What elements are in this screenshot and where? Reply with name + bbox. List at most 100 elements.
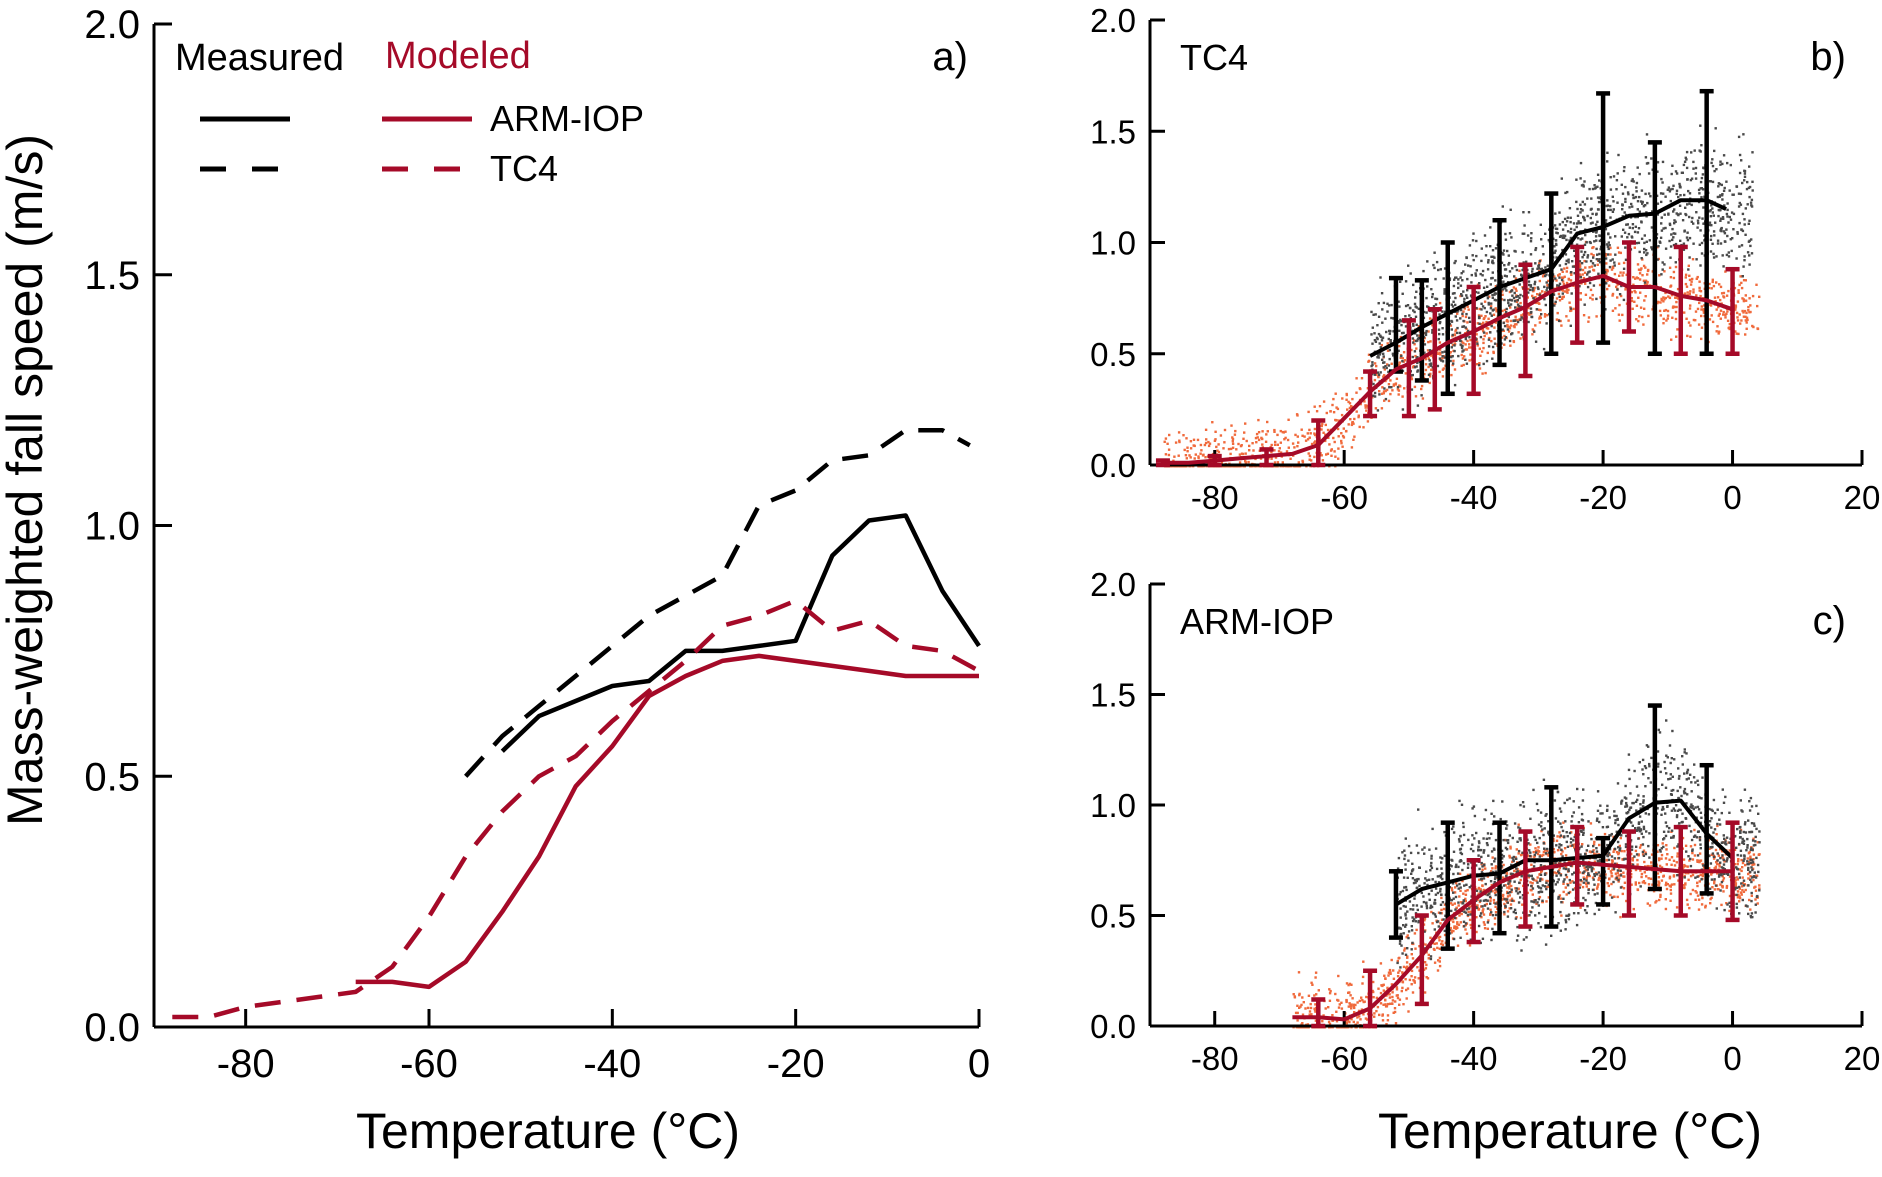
panel-c-scatter-measured-point bbox=[1583, 909, 1587, 912]
panel-c-scatter-modeled-point bbox=[1640, 875, 1643, 879]
panel-c-scatter-modeled-point bbox=[1438, 960, 1441, 963]
panel-b-scatter-modeled-point bbox=[1694, 319, 1697, 322]
panel-b-scatter-measured-point bbox=[1636, 231, 1640, 234]
panel-b-scatter-measured-point bbox=[1491, 249, 1495, 252]
panel-b-scatter-modeled-point bbox=[1465, 348, 1469, 351]
panel-c-scatter-measured-point bbox=[1670, 836, 1673, 839]
panel-c-scatter-modeled-point bbox=[1664, 907, 1668, 911]
panel-b-scatter-modeled-point bbox=[1398, 344, 1401, 348]
panel-b-scatter-modeled-point bbox=[1592, 254, 1595, 257]
panel-c-scatter-modeled-point bbox=[1404, 978, 1407, 981]
panel-c-scatter-modeled-point bbox=[1515, 848, 1518, 851]
panel-b-scatter-modeled-point bbox=[1587, 320, 1590, 323]
panel-b-scatter-measured-point bbox=[1401, 360, 1404, 363]
panel-c-scatter-modeled-point bbox=[1631, 857, 1635, 860]
panel-c-scatter-modeled-point bbox=[1494, 865, 1498, 868]
panel-b-scatter-modeled-point bbox=[1364, 406, 1367, 409]
panel-c-scatter-modeled-point bbox=[1376, 1005, 1380, 1009]
panel-b-scatter-modeled-point bbox=[1488, 336, 1491, 340]
panel-c-scatter-measured-point bbox=[1537, 904, 1540, 907]
panel-c-scatter-modeled-point bbox=[1659, 895, 1662, 898]
panel-c-scatter-modeled-point bbox=[1756, 902, 1759, 905]
panel-b-scatter-modeled-point bbox=[1624, 288, 1627, 291]
panel-c-scatter-measured-point bbox=[1519, 839, 1522, 842]
panel-b-scatter-measured-point bbox=[1526, 234, 1530, 237]
panel-c-scatter-measured-point bbox=[1559, 822, 1562, 825]
panel-b-scatter-measured-point bbox=[1501, 288, 1505, 291]
panel-c-scatter-modeled-point bbox=[1754, 885, 1757, 888]
panel-c-scatter-measured-point bbox=[1557, 820, 1560, 823]
panel-c-scatter-modeled-point bbox=[1656, 872, 1660, 875]
panel-b-scatter-measured-point bbox=[1702, 166, 1705, 169]
panel-b-scatter-modeled-point bbox=[1257, 418, 1260, 422]
panel-c-scatter-modeled-point bbox=[1338, 1003, 1341, 1006]
panel-b-scatter-modeled-point bbox=[1572, 307, 1575, 311]
panel-c-scatter-modeled-point bbox=[1464, 897, 1467, 901]
panel-c-scatter-measured-point bbox=[1439, 887, 1442, 891]
panel-b-scatter-modeled-point bbox=[1307, 410, 1310, 414]
panel-c-scatter-modeled-point bbox=[1651, 883, 1654, 886]
panel-c-scatter-measured-point bbox=[1751, 868, 1754, 872]
panel-b-scatter-modeled-point bbox=[1466, 321, 1469, 324]
panel-b-scatter-modeled-point bbox=[1380, 392, 1384, 395]
panel-c-scatter-modeled-point bbox=[1465, 932, 1469, 935]
panel-b-scatter-measured-point bbox=[1582, 216, 1586, 219]
panel-c-scatter-modeled-point bbox=[1625, 867, 1628, 871]
panel-c-scatter-modeled-point bbox=[1395, 988, 1399, 991]
panel-c-scatter-measured-point bbox=[1429, 869, 1432, 872]
panel-c-scatter-modeled-point bbox=[1385, 1005, 1389, 1008]
panel-b-scatter-modeled-point bbox=[1450, 373, 1453, 377]
panel-b-scatter-modeled-point bbox=[1276, 461, 1280, 464]
panel-b-scatter-modeled-point bbox=[1748, 297, 1751, 300]
panel-c-scatter-modeled-point bbox=[1757, 853, 1760, 856]
panel-b-scatter-measured-point bbox=[1410, 329, 1413, 332]
panel-b-scatter-measured-point bbox=[1416, 337, 1420, 341]
panel-b-scatter-measured-point bbox=[1555, 231, 1558, 234]
panel-b-scatter-modeled-point bbox=[1592, 269, 1596, 272]
panel-b-scatter-modeled-point bbox=[1518, 269, 1521, 272]
panel-b-scatter-measured-point bbox=[1687, 189, 1690, 193]
panel-b-scatter-measured-point bbox=[1373, 332, 1376, 335]
panel-b-scatter-measured-point bbox=[1699, 124, 1702, 127]
panel-b-scatter-modeled-point bbox=[1598, 283, 1602, 287]
panel-b-scatter-measured-point bbox=[1469, 294, 1473, 297]
panel-c-scatter-measured-point bbox=[1557, 870, 1560, 873]
panel-b-scatter-measured-point bbox=[1462, 325, 1466, 328]
panel-c-scatter-measured-point bbox=[1413, 878, 1417, 882]
panel-c-scatter-measured-point bbox=[1713, 878, 1716, 881]
panel-b-scatter-measured-point bbox=[1413, 350, 1417, 353]
panel-b-scatter-modeled-point bbox=[1265, 433, 1268, 436]
panel-b-scatter-modeled-point bbox=[1438, 341, 1442, 344]
panel-b-scatter-modeled-point bbox=[1639, 306, 1643, 309]
panel-b-scatter-modeled-point bbox=[1208, 442, 1212, 445]
panel-b-scatter-modeled-point bbox=[1643, 299, 1646, 302]
panel-b-scatter-measured-point bbox=[1741, 229, 1745, 233]
panel-c-scatter-measured-point bbox=[1676, 789, 1679, 793]
panel-b-scatter-measured-point bbox=[1501, 252, 1504, 255]
panel-b-scatter-measured-point bbox=[1387, 337, 1390, 341]
panel-c-scatter-modeled-point bbox=[1598, 843, 1601, 847]
panel-c-scatter-modeled-point bbox=[1491, 856, 1494, 859]
panel-b-scatter-measured-point bbox=[1668, 222, 1672, 225]
panel-b-scatter-measured-point bbox=[1722, 154, 1726, 157]
panel-c-scatter-modeled-point bbox=[1736, 890, 1740, 893]
panel-c-scatter-modeled-point bbox=[1503, 913, 1506, 916]
panel-c-scatter-measured-point bbox=[1512, 855, 1516, 859]
panel-b-scatter-modeled-point bbox=[1402, 351, 1406, 354]
panel-c-scatter-modeled-point bbox=[1390, 983, 1394, 986]
panel-c-scatter-measured-point bbox=[1751, 861, 1755, 864]
panel-b-scatter-measured-point bbox=[1664, 195, 1667, 198]
panel-c-scatter-modeled-point bbox=[1642, 849, 1646, 852]
panel-b-scatter-modeled-point bbox=[1342, 436, 1346, 439]
panel-c-scatter-measured-point bbox=[1624, 784, 1627, 788]
panel-c-scatter-measured-point bbox=[1423, 930, 1426, 933]
panel-b-scatter-measured-point bbox=[1410, 388, 1414, 391]
panel-c-scatter-modeled-point bbox=[1293, 996, 1297, 999]
panel-c-scatter-modeled-point bbox=[1720, 884, 1724, 888]
panel-b-scatter-modeled-point bbox=[1341, 434, 1345, 438]
panel-c-scatter-modeled-point bbox=[1331, 1014, 1334, 1017]
panel-c-scatter-modeled-point bbox=[1734, 882, 1738, 885]
panel-c-scatter-measured-point bbox=[1644, 766, 1648, 770]
panel-c-scatter-modeled-point bbox=[1489, 908, 1492, 911]
panel-c-scatter-modeled-point bbox=[1502, 876, 1505, 879]
